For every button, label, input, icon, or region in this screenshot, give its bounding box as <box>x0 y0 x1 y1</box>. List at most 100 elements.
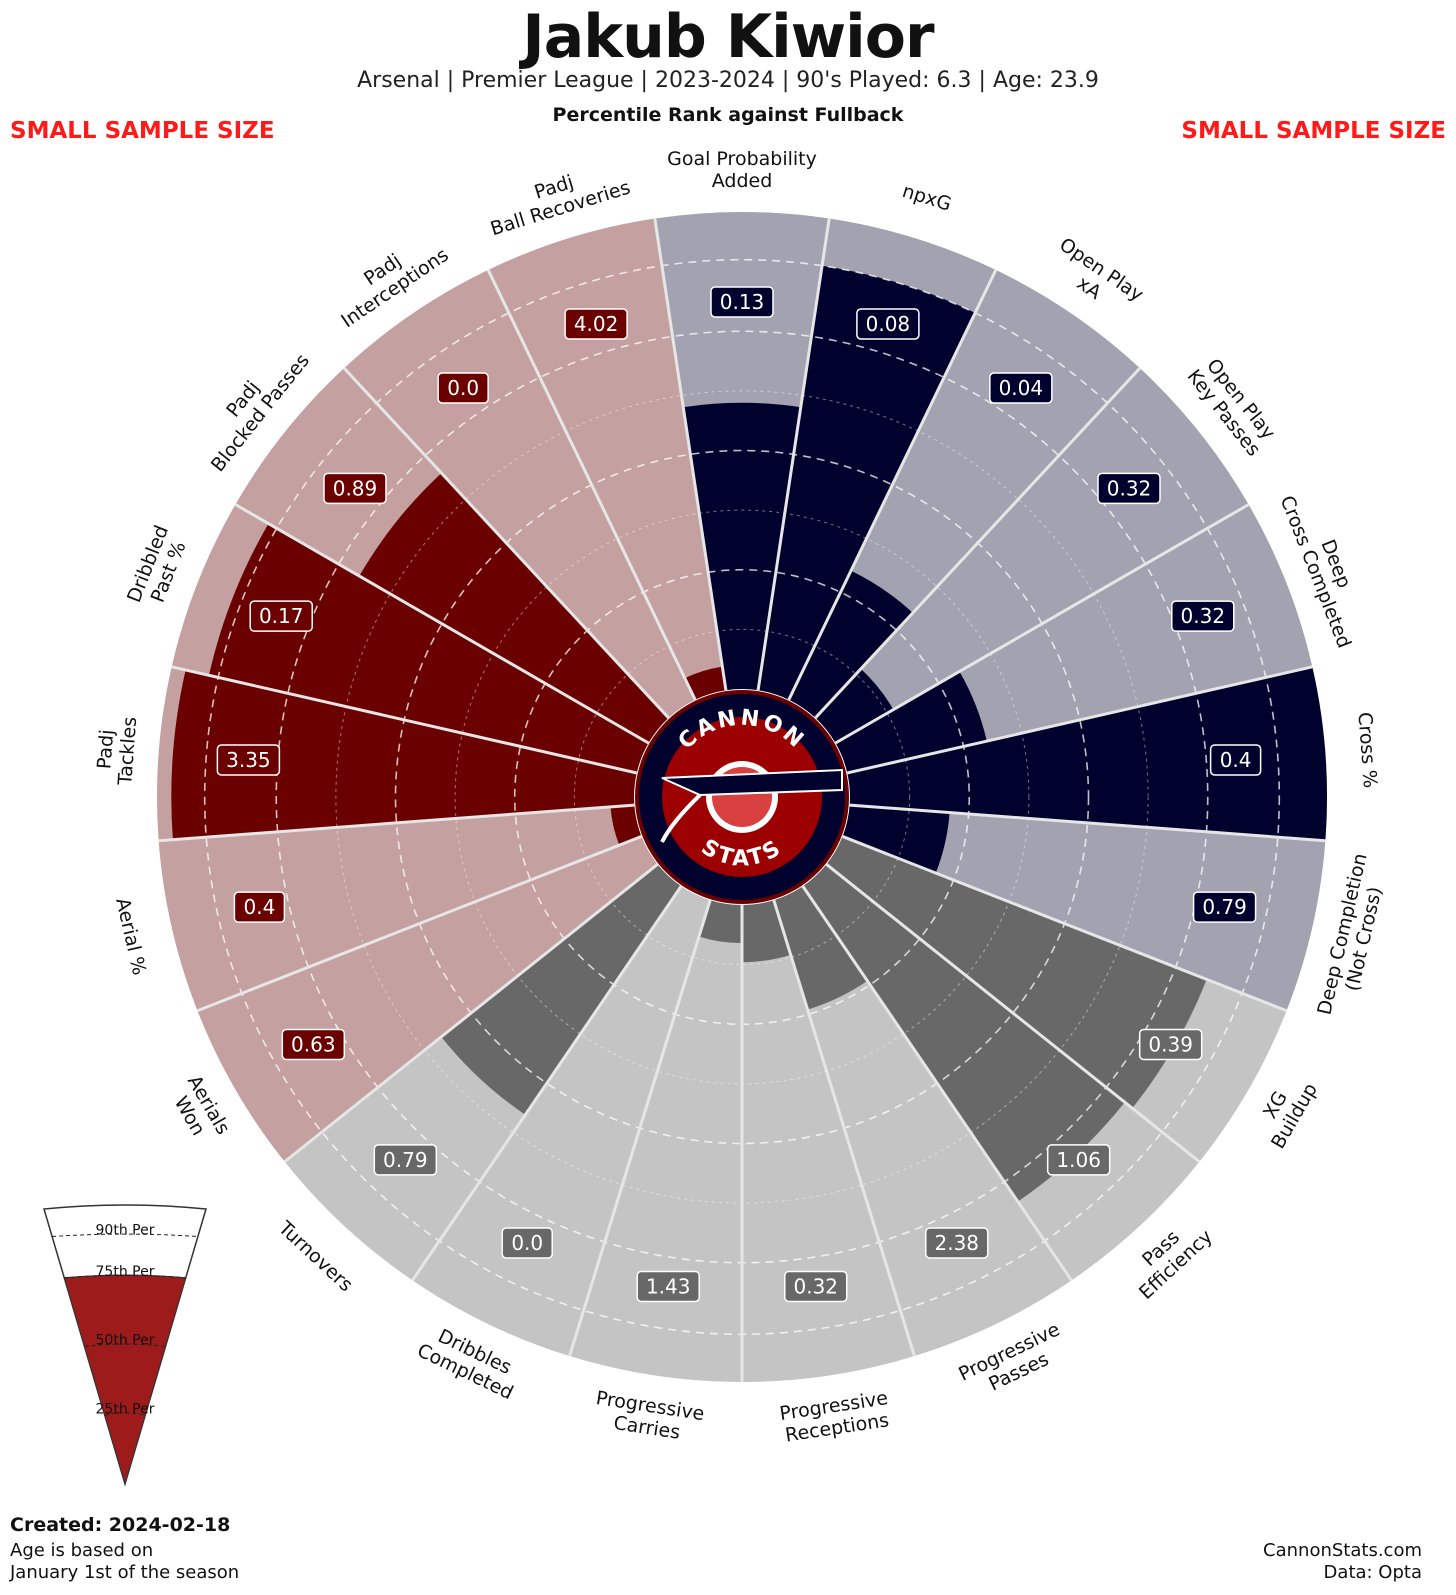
value-text-15: 0.4 <box>244 895 276 919</box>
value-label-0: 0.13 <box>710 286 774 318</box>
value-box-10 <box>784 1270 848 1303</box>
value-box-3 <box>1097 472 1161 505</box>
value-text-13: 0.79 <box>383 1148 428 1172</box>
value-label-17: 0.17 <box>249 600 313 632</box>
legend-line-0 <box>52 1233 198 1237</box>
bar-20 <box>684 666 726 700</box>
separator-18 <box>234 503 650 745</box>
value-text-8: 1.06 <box>1056 1148 1101 1172</box>
separator-16 <box>158 803 635 843</box>
legend-fill <box>63 1274 187 1486</box>
value-text-6: 0.79 <box>1202 895 1247 919</box>
value-box-4 <box>1171 600 1235 632</box>
separator-8 <box>825 863 1201 1163</box>
stat-label-17: DribbledPast % <box>123 522 194 613</box>
value-box-17 <box>249 600 313 632</box>
value-label-13: 0.79 <box>373 1144 438 1176</box>
stat-label-13: Turnovers <box>273 1216 357 1296</box>
separator-15 <box>196 835 643 1013</box>
stat-label-14: AerialsWon <box>164 1072 234 1150</box>
legend-line-2 <box>84 1343 166 1347</box>
value-label-11: 1.43 <box>636 1270 700 1303</box>
value-box-0 <box>710 286 774 318</box>
stat-label-1: npxG <box>900 180 954 216</box>
stat-label-15: Aerial % <box>111 896 150 977</box>
separator-19 <box>342 367 670 719</box>
page-title: Jakub Kiwior <box>522 2 934 72</box>
player-info: Arsenal | Premier League | 2023-2024 | 9… <box>357 68 1099 93</box>
percentile-legend: 90th Per 75th Per 50th Per 25th Per <box>43 1204 207 1487</box>
value-box-6 <box>1192 891 1257 923</box>
percentile-bars <box>171 265 1327 1202</box>
bar-13 <box>441 864 682 1115</box>
value-label-4: 0.32 <box>1171 600 1235 632</box>
legend-line-3 <box>104 1412 146 1416</box>
separator-12 <box>568 899 712 1357</box>
value-box-11 <box>636 1270 700 1303</box>
value-label-3: 0.32 <box>1097 472 1161 505</box>
stat-label-16: PadjTackles <box>92 714 141 787</box>
bg-wedge-3 <box>815 368 1249 743</box>
bar-18 <box>359 473 669 743</box>
separator-20 <box>486 269 697 701</box>
bar-7 <box>826 836 1207 1109</box>
value-label-9: 2.38 <box>925 1227 989 1259</box>
stat-label-0: Goal Probability Added <box>667 148 817 192</box>
bg-wedge-9 <box>773 886 1072 1357</box>
bg-wedge-12 <box>412 886 711 1357</box>
value-label-12: 0.0 <box>501 1227 553 1259</box>
value-text-5: 0.4 <box>1220 748 1252 772</box>
value-label-16: 3.35 <box>216 744 281 776</box>
value-box-15 <box>233 891 286 923</box>
legend-label-1: 75th Per <box>96 1264 155 1280</box>
separator-2 <box>787 269 998 701</box>
value-box-8 <box>1046 1144 1111 1176</box>
bg-wedge-19 <box>344 269 696 718</box>
value-text-20: 4.02 <box>574 312 619 336</box>
value-text-2: 0.04 <box>999 376 1044 400</box>
value-label-15: 0.4 <box>233 891 286 923</box>
value-label-18: 0.89 <box>323 472 387 505</box>
bar-9 <box>773 886 868 1010</box>
separator-3 <box>814 367 1142 719</box>
value-text-16: 3.35 <box>226 748 271 772</box>
bar-16 <box>171 670 637 840</box>
value-text-14: 0.63 <box>291 1033 336 1057</box>
warning-right: SMALL SAMPLE SIZE <box>1181 118 1446 144</box>
stat-label-5: Cross % <box>1353 711 1381 789</box>
legend-label-0: 90th Per <box>96 1223 155 1239</box>
separator-17 <box>171 665 638 775</box>
value-label-10: 0.32 <box>784 1270 848 1303</box>
value-box-19 <box>437 372 489 404</box>
value-label-14: 0.63 <box>281 1028 346 1061</box>
separator-4 <box>834 503 1250 745</box>
age-note-line-2: January 1st of the season <box>10 1562 240 1583</box>
separator-14 <box>283 863 659 1163</box>
separator-13 <box>411 885 683 1282</box>
age-note: Age is based on January 1st of the seaso… <box>10 1540 310 1584</box>
value-label-19: 0.0 <box>437 372 489 404</box>
value-text-7: 0.39 <box>1148 1033 1193 1057</box>
value-text-3: 0.32 <box>1107 476 1152 500</box>
value-text-0: 0.13 <box>720 290 765 314</box>
value-label-20: 4.02 <box>564 308 628 340</box>
bar-3 <box>815 668 894 743</box>
value-text-10: 0.32 <box>794 1274 839 1298</box>
warning-left: SMALL SAMPLE SIZE <box>10 118 275 144</box>
value-box-13 <box>373 1144 438 1176</box>
bg-wedge-20 <box>488 218 726 700</box>
value-box-5 <box>1209 744 1262 776</box>
minor-ring-0 <box>573 628 911 966</box>
bar-1 <box>758 265 976 700</box>
separator-10 <box>772 899 916 1357</box>
bar-6 <box>842 805 950 874</box>
value-box-2 <box>989 372 1053 404</box>
value-label-7: 0.39 <box>1138 1028 1203 1061</box>
separator-5 <box>846 665 1313 775</box>
bar-2 <box>788 570 913 718</box>
legend-line-1 <box>64 1274 186 1279</box>
value-label-5: 0.4 <box>1209 744 1262 776</box>
value-box-1 <box>856 308 920 340</box>
value-label-1: 0.08 <box>856 308 920 340</box>
